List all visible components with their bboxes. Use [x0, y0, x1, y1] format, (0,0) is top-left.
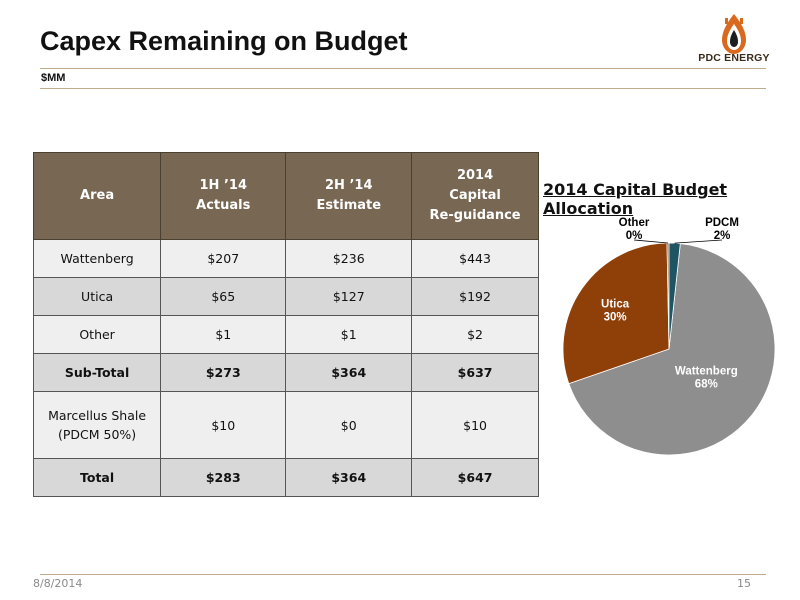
cell-total: $10 — [411, 391, 539, 459]
pie-slice-wattenberg — [568, 243, 776, 456]
header-2h-estimate: 2H ’14 Estimate — [285, 152, 413, 240]
footer-date: 8/8/2014 — [33, 577, 83, 590]
subtitle-divider — [40, 88, 766, 89]
header-capital-reguidance: 2014 Capital Re-guidance — [411, 152, 539, 240]
cell-total: $443 — [411, 239, 539, 278]
cell-total: $192 — [411, 277, 539, 316]
slice-name-other: Other — [619, 217, 650, 229]
cell-total: $637 — [411, 353, 539, 392]
cell-1h: $65 — [160, 277, 287, 316]
table-header-row: Area 1H ’14 Actuals 2H ’14 Estimate 2014… — [32, 152, 539, 240]
slice-name-utica: Utica — [601, 298, 630, 310]
cell-1h: $10 — [160, 391, 287, 459]
cell-1h: $1 — [160, 315, 287, 354]
cell-2h: $364 — [285, 353, 413, 392]
footer-divider — [40, 574, 766, 575]
table-row-subtotal: Sub-Total $273 $364 $637 — [32, 353, 539, 392]
cell-area: Wattenberg — [32, 239, 162, 278]
cell-total: $647 — [411, 458, 539, 497]
page-title: Capex Remaining on Budget — [40, 26, 408, 56]
units-label: $MM — [41, 72, 66, 84]
cell-2h: $127 — [285, 277, 413, 316]
table-row: Marcellus Shale (PDCM 50%) $10 $0 $10 — [32, 391, 539, 459]
leader-line-pdcm — [674, 239, 723, 244]
cell-2h: $236 — [285, 239, 413, 278]
table-row: Utica $65 $127 $192 — [32, 277, 539, 316]
slice-label-wattenberg: Wattenberg 68% — [675, 366, 738, 391]
cell-2h: $364 — [285, 458, 413, 497]
title-divider — [40, 68, 766, 69]
header-area: Area — [32, 152, 162, 240]
cell-total: $2 — [411, 315, 539, 354]
pie-chart: Wattenberg 68% Utica 30% Other 0% PDCM 2% — [562, 217, 776, 456]
slice-name-pdcm: PDCM — [705, 217, 739, 229]
cell-area: Other — [32, 315, 162, 354]
slice-value-wattenberg: 68% — [695, 379, 718, 391]
logo-text: PDC ENERGY — [698, 52, 770, 64]
leader-line-other — [633, 239, 669, 244]
oil-drop-flame-logo-icon — [722, 14, 746, 54]
cell-area: Sub-Total — [32, 353, 162, 392]
budget-table: Area 1H ’14 Actuals 2H ’14 Estimate 2014… — [32, 152, 539, 497]
cell-1h: $283 — [160, 458, 287, 497]
slice-label-pdcm: PDCM 2% — [705, 217, 739, 242]
slice-value-utica: 30% — [604, 311, 627, 323]
slice-value-pdcm: 2% — [714, 230, 731, 242]
slice-label-utica: Utica 30% — [601, 298, 630, 323]
table-row: Wattenberg $207 $236 $443 — [32, 239, 539, 278]
slice-name-wattenberg: Wattenberg — [675, 366, 738, 378]
pie-slice-utica — [562, 242, 670, 385]
slice-label-other: Other 0% — [619, 217, 650, 242]
cell-2h: $0 — [285, 391, 413, 459]
slice-value-other: 0% — [626, 230, 643, 242]
cell-1h: $207 — [160, 239, 287, 278]
chart-title: 2014 Capital Budget Allocation — [543, 180, 728, 218]
page-number: 15 — [737, 577, 751, 590]
header-1h-actuals: 1H ’14 Actuals — [160, 152, 287, 240]
cell-area: Utica — [32, 277, 162, 316]
table-row: Other $1 $1 $2 — [32, 315, 539, 354]
cell-area: Marcellus Shale (PDCM 50%) — [32, 391, 162, 459]
cell-2h: $1 — [285, 315, 413, 354]
cell-1h: $273 — [160, 353, 287, 392]
cell-area: Total — [32, 458, 162, 497]
table-row-total: Total $283 $364 $647 — [32, 458, 539, 497]
